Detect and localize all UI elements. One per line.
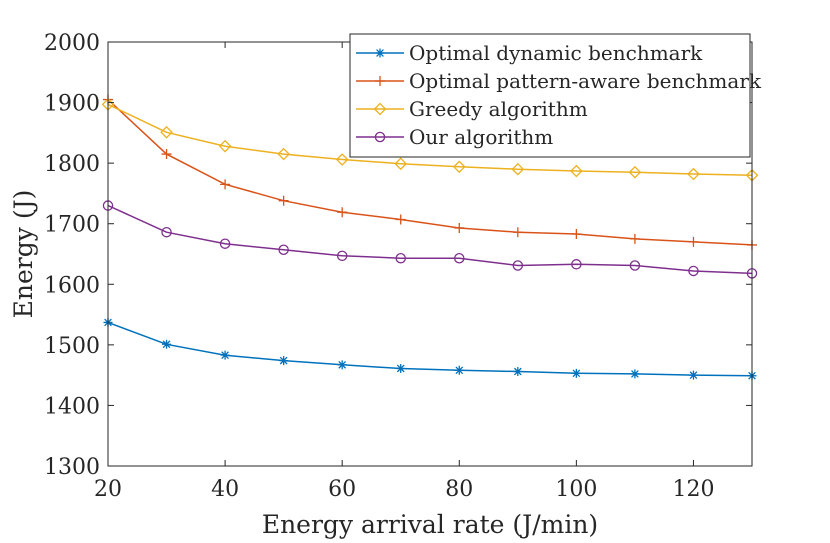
data-point — [570, 164, 583, 178]
data-point — [278, 244, 289, 256]
data-point — [454, 222, 465, 233]
legend-entry: Our algorithm — [356, 125, 553, 149]
data-point — [337, 360, 347, 370]
legend-label: Optimal pattern-aware benchmark — [409, 69, 762, 93]
data-point — [454, 252, 465, 264]
x-tick-label: 100 — [555, 477, 597, 502]
series-line — [107, 204, 753, 275]
data-point — [395, 214, 406, 225]
data-point — [628, 165, 642, 179]
data-point — [220, 350, 230, 360]
y-tick-label: 1300 — [44, 455, 100, 480]
data-point — [687, 167, 700, 181]
data-point — [629, 260, 641, 271]
x-tick-label: 20 — [94, 477, 122, 502]
data-point — [630, 369, 640, 379]
y-tick-label: 1800 — [44, 152, 100, 177]
data-point — [395, 252, 406, 264]
data-point — [279, 356, 289, 366]
data-point — [219, 238, 231, 249]
series-line — [107, 103, 753, 177]
data-point — [571, 259, 582, 270]
y-tick-label: 1400 — [44, 394, 100, 419]
data-point — [571, 229, 582, 240]
data-point — [513, 367, 523, 377]
x-axis-label: Energy arrival rate (J/min) — [262, 510, 598, 539]
legend-label: Optimal dynamic benchmark — [409, 41, 703, 65]
data-point — [512, 227, 523, 238]
data-point — [396, 363, 406, 373]
y-tick-label: 1900 — [44, 92, 100, 117]
y-tick-label: 1700 — [44, 213, 100, 238]
legend-marker — [375, 48, 385, 58]
data-point — [511, 162, 525, 176]
y-tick-label: 2000 — [44, 31, 100, 56]
legend-box — [349, 33, 751, 158]
x-tick-label: 120 — [672, 477, 714, 502]
data-point — [454, 365, 464, 375]
data-point — [452, 160, 466, 174]
data-point — [337, 207, 348, 218]
x-tick-label: 80 — [445, 477, 473, 502]
legend-marker — [374, 131, 386, 143]
data-point — [220, 179, 231, 190]
legend-marker — [373, 102, 387, 116]
legend-label: Greedy algorithm — [409, 97, 588, 121]
y-tick-label: 1500 — [44, 334, 100, 359]
series-line — [107, 321, 753, 377]
data-point — [161, 149, 172, 160]
series-line — [107, 98, 753, 246]
y-axis-label: Energy (J) — [9, 190, 38, 319]
x-tick-label: 60 — [328, 477, 356, 502]
legend-marker — [375, 76, 385, 86]
data-point — [571, 368, 581, 378]
x-tick-label: 40 — [211, 477, 239, 502]
data-point — [629, 233, 640, 244]
data-point — [512, 260, 524, 271]
data-point — [218, 139, 232, 153]
legend-label: Our algorithm — [409, 125, 553, 149]
legend-entry: Optimal pattern-aware benchmark — [356, 69, 762, 93]
legend-entry: Greedy algorithm — [356, 97, 588, 121]
data-point — [335, 153, 349, 166]
data-point — [161, 226, 172, 238]
data-point — [336, 250, 348, 262]
data-point — [688, 370, 698, 380]
legend-entry: Optimal dynamic benchmark — [356, 41, 703, 65]
data-point — [278, 195, 289, 206]
data-point — [394, 157, 408, 171]
data-point — [160, 125, 173, 139]
legend: Optimal dynamic benchmark Optimal pattern… — [349, 33, 762, 158]
data-point — [277, 147, 290, 161]
data-point — [688, 236, 699, 247]
y-tick-label: 1600 — [44, 273, 100, 298]
data-point — [688, 265, 699, 277]
data-point — [162, 339, 172, 349]
